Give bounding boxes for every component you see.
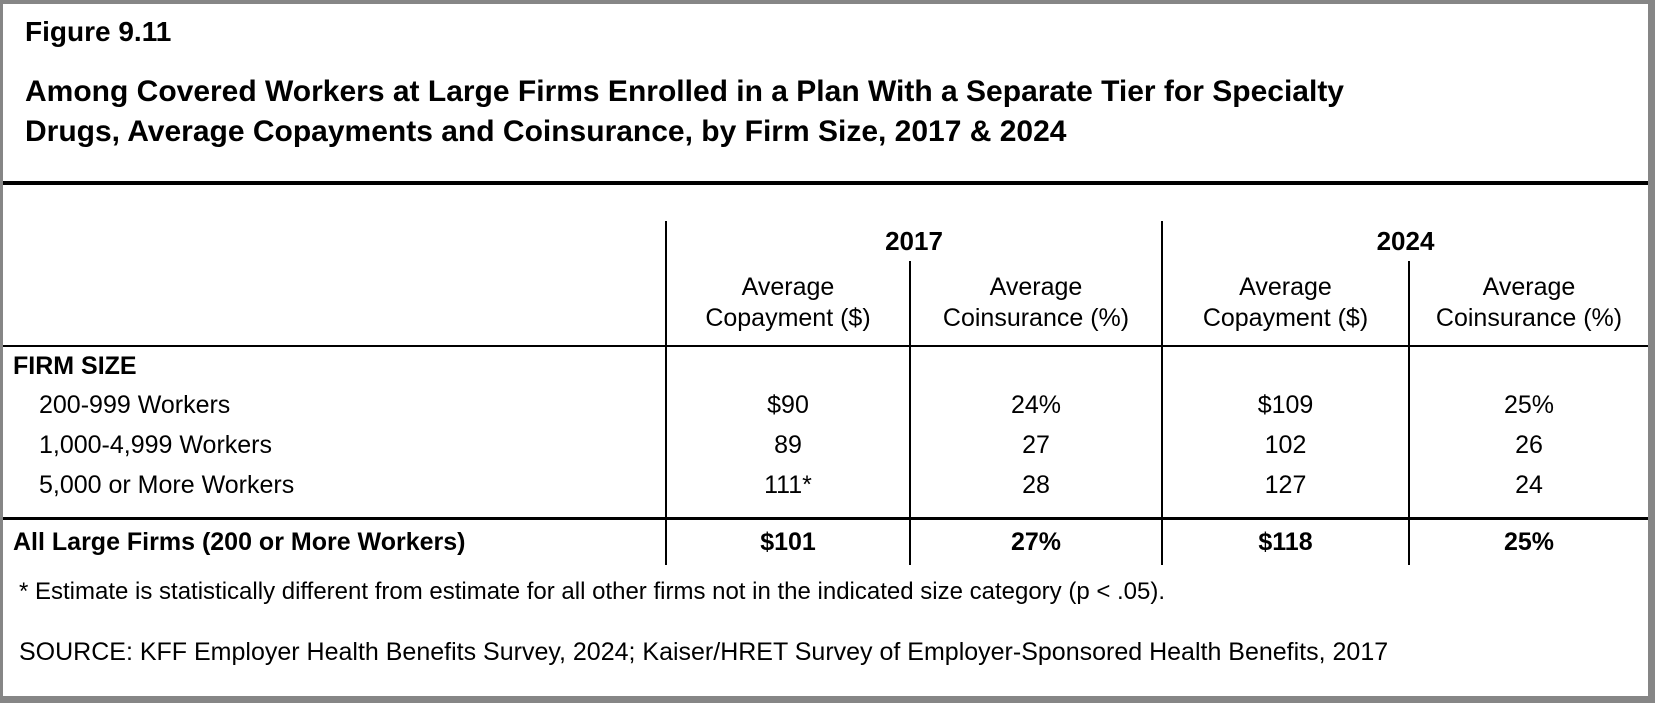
data-cell: 25%: [1408, 385, 1648, 425]
header-bottom-rule: [3, 345, 1648, 347]
figure-title-line-2: Drugs, Average Copayments and Coinsuranc…: [25, 115, 1067, 148]
year-header-2024: 2024: [1161, 221, 1648, 261]
column-header-copayment-2017: Average Copayment ($): [665, 261, 909, 345]
grid-cell-empty: [1408, 505, 1648, 517]
section-header: FIRM SIZE: [13, 351, 137, 380]
data-cell: 24: [1408, 465, 1648, 505]
grid-cell-empty: [3, 505, 665, 517]
total-row: All Large Firms (200 or More Workers) $1…: [3, 520, 1648, 565]
grid-cell-empty: [909, 505, 1161, 517]
data-cell: 24%: [909, 385, 1161, 425]
table-row-spacer: [3, 505, 1648, 517]
data-cell: $90: [665, 385, 909, 425]
source-line: SOURCE: KFF Employer Health Benefits Sur…: [19, 638, 1389, 666]
grid-cell-empty: [665, 347, 909, 385]
figure-title-line-1: Among Covered Workers at Large Firms Enr…: [25, 75, 1344, 108]
data-cell: 27%: [909, 520, 1161, 565]
grid-cell-empty: [1161, 505, 1408, 517]
grid-cell-empty: [909, 347, 1161, 385]
data-cell: 89: [665, 425, 909, 465]
column-header-copayment-2024: Average Copayment ($): [1161, 261, 1408, 345]
data-cell: 28: [909, 465, 1161, 505]
data-cell: 27: [909, 425, 1161, 465]
year-header-2017: 2017: [665, 221, 1161, 261]
grid-cell-empty: [1408, 347, 1648, 385]
column-header-coinsurance-2017: Average Coinsurance (%): [909, 261, 1161, 345]
grid-cell-empty: [1161, 347, 1408, 385]
table-top-spacer: [3, 185, 1648, 221]
data-cell: 26: [1408, 425, 1648, 465]
section-header-row: FIRM SIZE: [3, 347, 1648, 385]
grid-cell-empty: [665, 505, 909, 517]
data-cell: 25%: [1408, 520, 1648, 565]
row-label: 200-999 Workers: [39, 390, 231, 419]
grid-cell-empty: [3, 261, 665, 345]
column-header-coinsurance-2024: Average Coinsurance (%): [1408, 261, 1648, 345]
data-cell: $109: [1161, 385, 1408, 425]
title-block: Figure 9.11 Among Covered Workers at Lar…: [3, 4, 1648, 181]
total-row-label: All Large Firms (200 or More Workers): [13, 528, 466, 556]
column-header-row: Average Copayment ($) Average Coinsuranc…: [3, 261, 1648, 345]
data-cell: 127: [1161, 465, 1408, 505]
data-cell: $101: [665, 520, 909, 565]
data-cell: 111*: [665, 465, 909, 505]
year-header-row: 2017 2024: [3, 221, 1648, 261]
total-row-top-rule: [3, 517, 1648, 520]
table-row: 1,000-4,999 Workers 89 27 102 26: [3, 425, 1648, 465]
row-label: 5,000 or More Workers: [39, 470, 295, 499]
table-row: 200-999 Workers $90 24% $109 25%: [3, 385, 1648, 425]
title-divider: [3, 181, 1648, 185]
figure-title: Among Covered Workers at Large Firms Enr…: [25, 72, 1628, 152]
grid-cell-empty: [3, 221, 665, 261]
table-row: 5,000 or More Workers 111* 28 127 24: [3, 465, 1648, 505]
figure-number: Figure 9.11: [25, 16, 172, 47]
row-label: 1,000-4,999 Workers: [39, 430, 272, 459]
data-cell: $118: [1161, 520, 1408, 565]
data-table: 2017 2024 Average Copayment ($) Average …: [3, 185, 1648, 565]
data-cell: 102: [1161, 425, 1408, 465]
footnote: * Estimate is statistically different fr…: [19, 578, 1166, 605]
